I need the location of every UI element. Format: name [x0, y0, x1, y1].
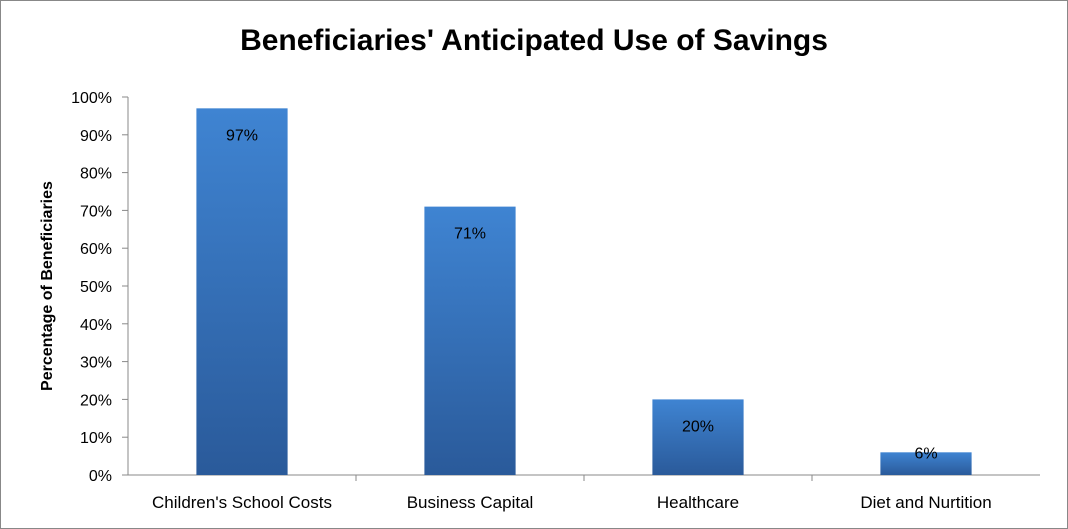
y-tick-label: 60% — [80, 241, 112, 258]
data-label: 71% — [454, 226, 486, 243]
x-tick-label: Diet and Nurtition — [860, 493, 991, 512]
x-tick-label: Business Capital — [407, 493, 534, 512]
data-label: 20% — [682, 418, 714, 435]
y-tick-label: 10% — [80, 430, 112, 447]
data-label: 97% — [226, 127, 258, 144]
y-axis-label: Percentage of Beneficiaries — [39, 181, 56, 391]
chart-title: Beneficiaries' Anticipated Use of Saving… — [240, 24, 828, 57]
y-tick-label: 20% — [80, 392, 112, 409]
y-tick-label: 90% — [80, 128, 112, 145]
data-label: 6% — [914, 445, 937, 462]
y-tick-label: 0% — [89, 468, 112, 485]
bar — [880, 452, 972, 475]
x-tick-label: Children's School Costs — [152, 493, 332, 512]
y-tick-label: 80% — [80, 166, 112, 183]
y-tick-label: 40% — [80, 317, 112, 334]
y-tick-label: 70% — [80, 203, 112, 220]
y-tick-label: 100% — [71, 90, 112, 107]
bar — [652, 399, 744, 475]
bar — [196, 108, 288, 475]
y-tick-label: 30% — [80, 355, 112, 372]
x-tick-label: Healthcare — [657, 493, 739, 512]
bar — [424, 206, 516, 475]
y-tick-label: 50% — [80, 279, 112, 296]
